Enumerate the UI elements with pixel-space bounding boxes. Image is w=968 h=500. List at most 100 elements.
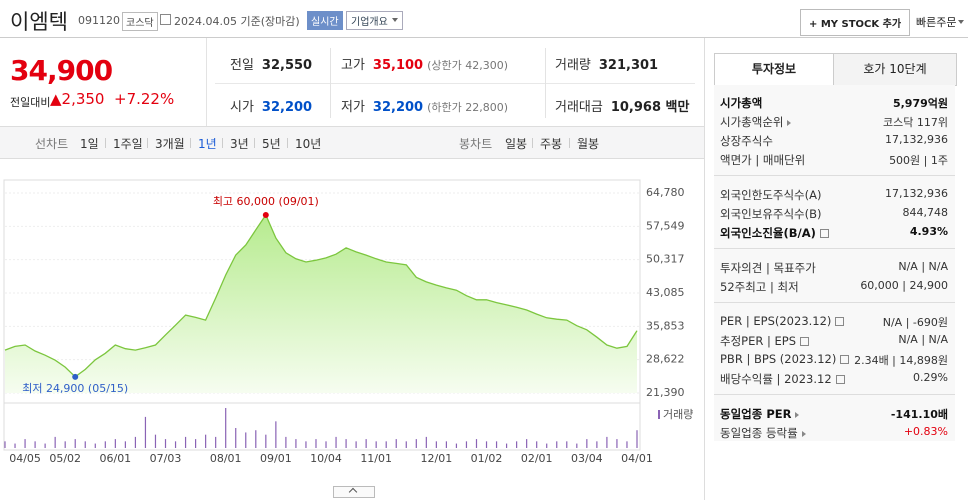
volume-bar — [124, 441, 126, 448]
panel-label-text: 동일업종 PER — [720, 407, 792, 421]
panel-label-text: 추정PER | EPS — [720, 334, 797, 348]
panel-value: 5,979억원 — [892, 97, 948, 110]
volume-bar — [164, 439, 167, 448]
volume-bar — [516, 441, 518, 448]
panel-label: PBR | BPS (2023.12) — [720, 352, 850, 366]
panel-tab[interactable]: 투자정보 — [714, 53, 834, 85]
volume-bar — [435, 441, 437, 448]
period-tab[interactable]: 5년 — [262, 137, 281, 151]
volume-bar — [375, 441, 377, 448]
panel-label-text: 동일업종 등락률 — [720, 426, 798, 440]
volume-bar — [295, 439, 297, 448]
summary-item: 거래대금 10,968 백만 — [555, 96, 689, 115]
panel-label: 액면가 | 매매단위 — [720, 152, 805, 168]
panel-label: 외국인소진율(B/A) — [720, 225, 829, 241]
y-tick-label: 35,853 — [646, 319, 685, 332]
collapse-button[interactable] — [333, 486, 375, 498]
change: ▲2,350 — [50, 90, 105, 108]
volume-bar — [305, 441, 307, 448]
period-tab[interactable]: 3년 — [230, 137, 249, 151]
volume-bar — [205, 434, 207, 448]
x-tick-label: 04/01 — [621, 452, 653, 465]
legend-swatch — [658, 410, 660, 419]
volume-bar — [616, 439, 618, 448]
volume-bar — [104, 441, 106, 448]
candle-tab[interactable]: 월봉 — [577, 137, 600, 151]
period-tab[interactable]: 10년 — [295, 137, 322, 151]
x-tick-label: 01/02 — [471, 452, 503, 465]
summary-item: 시가 32,200 — [230, 96, 312, 115]
summary-value: 35,100 — [372, 58, 424, 73]
volume-bar — [556, 441, 558, 448]
volume-bar — [455, 443, 458, 448]
volume-bar — [405, 441, 407, 448]
volume-bar — [505, 443, 508, 448]
divider — [0, 37, 968, 38]
period-tab[interactable]: 3개월 — [155, 137, 185, 151]
volume-bar — [425, 436, 427, 448]
volume-bar — [596, 441, 598, 448]
panel-label: 시가총액 — [720, 95, 762, 111]
divider — [206, 38, 207, 126]
panel-value: 844,748 — [902, 206, 949, 219]
summary-item: 고가 35,100 (상한가 42,300) — [341, 54, 508, 73]
volume-bar — [134, 436, 137, 448]
divider — [215, 83, 695, 84]
period-tab[interactable]: 1일 — [80, 137, 99, 151]
realtime-button[interactable]: 실시간 — [307, 11, 343, 30]
chart-tab-bar — [0, 126, 704, 159]
panel-divider — [714, 175, 955, 176]
volume-bar — [4, 441, 6, 448]
info-icon — [800, 337, 810, 346]
summary-note: (하한가 22,800) — [427, 101, 509, 114]
panel-value: 2.34배 | 14,898원 — [854, 354, 948, 367]
info-icon — [819, 229, 829, 238]
panel-label-text: 외국인소진율(B/A) — [720, 226, 816, 240]
divider — [330, 48, 331, 118]
tab-sep — [190, 138, 191, 148]
volume-bar — [355, 441, 357, 448]
quick-order-label: 빠른주문 — [916, 16, 957, 29]
arrow-icon — [787, 119, 792, 126]
tab-sep — [222, 138, 223, 148]
candle-tab[interactable]: 주봉 — [540, 137, 563, 151]
panel-tab[interactable]: 호가 10단계 — [833, 53, 957, 86]
market-badge: 코스닥 — [122, 12, 158, 31]
period-tab[interactable]: 1주일 — [113, 137, 143, 151]
info-icon — [840, 355, 850, 364]
x-tick-label: 04/05 — [9, 452, 41, 465]
price: 34,900 — [10, 54, 113, 87]
volume-bar — [225, 408, 227, 448]
volume-bar — [245, 432, 247, 448]
volume-bar — [465, 441, 468, 448]
volume-bar — [385, 441, 387, 448]
quick-order[interactable]: 빠른주문 — [916, 14, 968, 30]
volume-bar — [586, 439, 588, 448]
panel-label: 투자의견 | 목표주가 — [720, 260, 816, 276]
my-stock-button[interactable]: + MY STOCK 추가 — [800, 9, 911, 36]
tab-sep — [254, 138, 255, 148]
period-tab[interactable]: 1년 — [198, 137, 217, 151]
panel-value: N/A | N/A — [898, 333, 948, 346]
arrow-icon — [795, 411, 800, 418]
panel-value: N/A | N/A — [898, 260, 948, 273]
candle-tab[interactable]: 일봉 — [505, 137, 528, 151]
volume-bar — [54, 436, 56, 448]
volume-bar — [325, 441, 327, 448]
overview-dropdown[interactable]: 기업개요 — [346, 11, 403, 30]
volume-bar — [566, 441, 568, 448]
info-icon — [835, 375, 845, 384]
x-tick-label: 12/01 — [421, 452, 453, 465]
plot-frame — [3, 179, 641, 451]
summary-value: 10,968 백만 — [610, 100, 690, 115]
y-tick-label: 28,622 — [646, 353, 685, 366]
panel-label: PER | EPS(2023.12) — [720, 314, 845, 328]
panel-label: 외국인보유주식수(B) — [720, 206, 822, 222]
info-panel — [714, 85, 955, 441]
panel-value: 코스닥 117위 — [883, 116, 948, 129]
volume-bar — [315, 439, 317, 448]
volume-bar — [215, 436, 217, 448]
volume-bar — [475, 439, 478, 448]
volume-bar — [485, 441, 488, 448]
change-pct: +7.22% — [114, 90, 175, 108]
